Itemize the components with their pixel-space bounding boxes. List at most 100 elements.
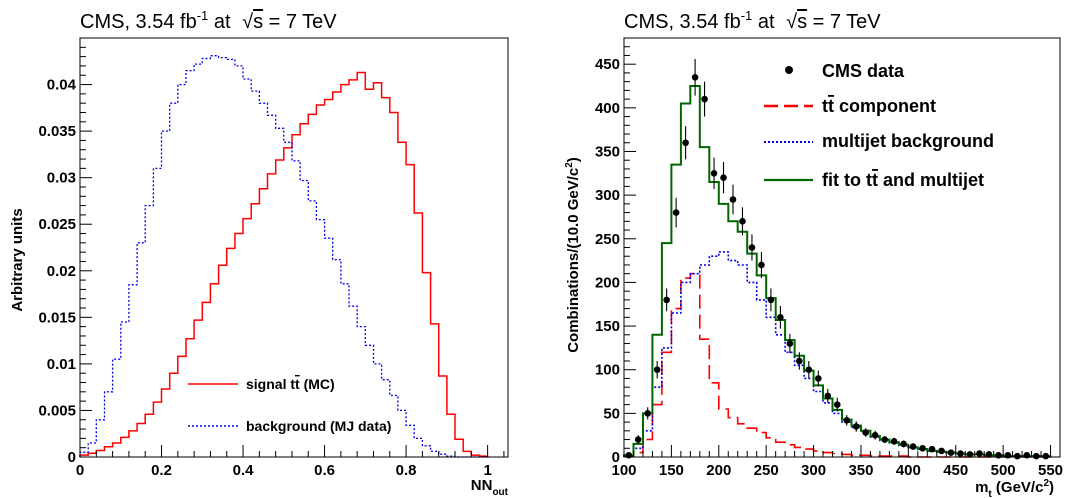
data-point xyxy=(852,423,860,430)
data-point xyxy=(1014,452,1021,460)
series-1-2-histogram xyxy=(623,251,1052,457)
right-panel: CMS, 3.54 fb-1 at √s = 7 TeV 100 150 200 25… xyxy=(564,8,1063,498)
x-tick-label: 300 xyxy=(801,462,826,479)
data-point xyxy=(862,429,869,436)
left-legend: signal tt (MC) background (MJ data) xyxy=(188,376,391,434)
data-point xyxy=(691,73,699,81)
x-tick-label: 450 xyxy=(943,462,968,479)
data-point xyxy=(985,451,993,458)
data-point xyxy=(1033,452,1040,460)
data-point xyxy=(1023,451,1031,459)
x-tick-label: 200 xyxy=(706,462,731,479)
y-tick-label: 400 xyxy=(595,100,620,117)
data-point xyxy=(995,451,1002,459)
x-tick-label: 350 xyxy=(848,462,873,479)
legend-fit-label: fit to tt and multijet xyxy=(822,170,984,190)
x-tick-label: 500 xyxy=(991,462,1016,479)
data-point xyxy=(710,170,718,177)
data-point xyxy=(748,244,756,251)
data-point xyxy=(957,450,964,457)
plot-frame xyxy=(79,37,509,458)
y-tick-label: 0.03 xyxy=(47,170,76,187)
data-point xyxy=(909,443,917,450)
data-point xyxy=(634,436,642,443)
data-point xyxy=(947,449,955,456)
right-y-axis-label: Combinations/(10.0 GeV/c2) xyxy=(564,157,582,353)
y-tick-label: 0 xyxy=(612,449,620,466)
legend-background-label: background (MJ data) xyxy=(246,418,391,434)
data-point xyxy=(938,447,945,455)
data-point xyxy=(663,296,670,304)
x-tick-label: 0.6 xyxy=(314,462,335,479)
y-tick-label: 200 xyxy=(595,274,620,291)
data-point xyxy=(739,218,746,225)
y-tick-label: 0.015 xyxy=(38,309,76,326)
left-title: CMS, 3.54 fb-1 at √s = 7 TeV xyxy=(80,8,337,33)
y-tick-label: 50 xyxy=(603,405,620,422)
y-tick-label: 100 xyxy=(595,362,620,379)
data-point xyxy=(833,401,841,408)
x-tick-label: 150 xyxy=(659,462,684,479)
data-point xyxy=(871,431,879,439)
x-tick-label: 400 xyxy=(896,462,921,479)
y-tick-label: 0.025 xyxy=(38,216,76,233)
right-x-axis-label: mt (GeV/c2) xyxy=(975,478,1054,498)
legend-signal-label: signal tt (MC) xyxy=(246,376,335,392)
series-0-0-histogram xyxy=(79,71,489,457)
x-tick-label: 250 xyxy=(754,462,779,479)
legend-multijet-label: multijet background xyxy=(822,131,994,151)
y-tick-label: 0.035 xyxy=(38,123,76,140)
data-point xyxy=(1004,451,1012,459)
x-tick-label: 0.4 xyxy=(233,462,255,479)
y-tick-label: 0.01 xyxy=(47,356,76,373)
data-point xyxy=(928,445,936,453)
data-point xyxy=(843,417,851,424)
data-point xyxy=(767,296,775,304)
x-tick-label: 0.2 xyxy=(151,462,172,479)
series-1-1-histogram xyxy=(623,272,1051,458)
legend-ttbar-label: tt component xyxy=(822,96,936,116)
y-tick-label: 0.005 xyxy=(38,402,76,419)
data-point xyxy=(815,375,822,382)
y-tick-label: 0.04 xyxy=(47,77,77,94)
left-panel: CMS, 3.54 fb-1 at √s = 7 TeV 0 0.2 0.4 0.6 0… xyxy=(9,8,509,498)
left-y-axis-label: Arbitrary units xyxy=(9,208,26,311)
data-point xyxy=(786,340,794,347)
data-point xyxy=(758,261,765,269)
data-point xyxy=(777,314,784,321)
x-tick-label: 100 xyxy=(611,462,636,479)
data-point xyxy=(796,357,803,365)
y-tick-label: 250 xyxy=(595,231,620,248)
y-tick-label: 450 xyxy=(595,56,620,73)
y-tick-label: 300 xyxy=(595,187,620,204)
left-x-axis-label: NNout xyxy=(471,477,509,498)
data-point xyxy=(919,444,926,452)
data-point xyxy=(966,451,974,458)
sqrt-sign: √ xyxy=(786,11,797,33)
data-point xyxy=(881,436,888,443)
sqrt-sign: √ xyxy=(242,11,253,33)
data-point xyxy=(701,95,708,103)
data-point xyxy=(729,196,737,203)
y-tick-label: 150 xyxy=(595,318,620,335)
data-point xyxy=(900,440,907,448)
data-point xyxy=(824,392,832,400)
data-point xyxy=(682,139,689,147)
data-point xyxy=(644,410,651,417)
series-0-1-histogram xyxy=(79,55,488,458)
data-point xyxy=(890,437,898,445)
data-point xyxy=(653,366,661,374)
data-point xyxy=(625,451,633,459)
x-tick-label: 0.8 xyxy=(396,462,417,479)
x-tick-label: 1 xyxy=(483,462,491,479)
data-point xyxy=(976,450,983,457)
y-tick-label: 0.02 xyxy=(47,263,76,280)
data-point xyxy=(805,366,813,374)
data-point xyxy=(672,209,680,216)
y-tick-label: 0 xyxy=(68,449,76,466)
right-legend: CMS data tt component multijet backgroun… xyxy=(764,61,994,190)
x-tick-label: 0 xyxy=(76,462,84,479)
data-point xyxy=(1042,452,1050,460)
data-point xyxy=(720,174,727,181)
